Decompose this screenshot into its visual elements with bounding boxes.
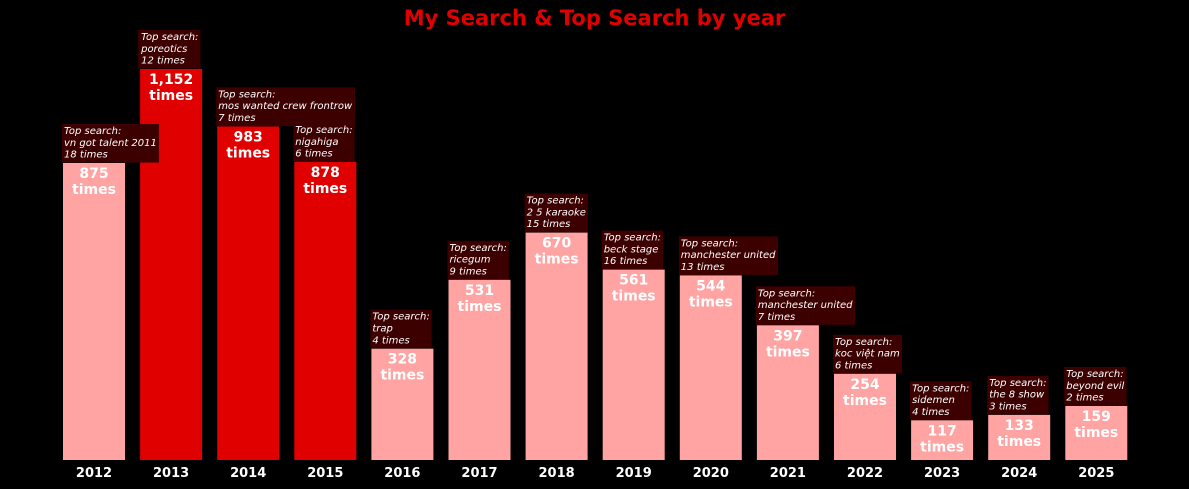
value-label-2021: 397 times [766,328,810,360]
annotation-2016: Top search: trap 4 times [370,309,432,349]
annotation-text-2023: Top search: sidemen 4 times [912,383,969,418]
x-tick-label-2013: 2013 [153,466,189,481]
x-tick-label-2016: 2016 [384,466,420,481]
bar-2015 [294,162,357,460]
annotation-box-2017 [447,240,509,280]
annotation-box-2021 [755,286,856,325]
bar-2022 [834,373,896,460]
annotation-2018: Top search: 2 5 karaoke 15 times [524,193,588,233]
annotation-2021: Top search: manchester united 7 times [755,286,856,325]
x-tick-label-2023: 2023 [924,466,960,481]
bar-2012 [63,163,125,460]
value-label-2024: 133 times [997,418,1041,450]
annotation-box-2016 [370,309,432,349]
x-tick-label-2021: 2021 [770,466,806,481]
x-tick-label-2025: 2025 [1078,466,1114,481]
bar-2017 [448,279,511,460]
bar-2016 [371,348,434,460]
x-tick-label-2020: 2020 [693,466,729,481]
x-tick-label-2024: 2024 [1001,466,1037,481]
annotation-2014: Top search: mos wanted crew frontrow 7 tim… [216,87,355,126]
value-label-2023: 117 times [920,423,964,455]
value-label-2022: 254 times [843,377,887,409]
annotation-2024: Top search: the 8 show 3 times [987,375,1049,415]
value-label-2014: 983 times [226,129,270,161]
annotation-2015: Top search: nigahiga 6 times [293,123,355,162]
annotation-text-2018: Top search: 2 5 karaoke 15 times [527,196,586,231]
annotation-box-2020 [678,236,779,275]
bar-2025 [1065,406,1128,460]
value-label-2017: 531 times [458,283,502,315]
annotation-2020: Top search: manchester united 13 times [678,236,779,275]
annotation-text-2012: Top search: vn got talent 2011 18 times [64,126,157,161]
x-tick-label-2019: 2019 [616,466,652,481]
annotation-text-2021: Top search: manchester united 7 times [758,288,853,323]
annotation-text-2016: Top search: trap 4 times [372,312,429,347]
bar-2020 [679,275,742,460]
annotation-text-2024: Top search: the 8 show 3 times [989,378,1046,413]
value-label-2020: 544 times [689,278,733,310]
annotation-2019: Top search: beck stage 16 times [601,230,663,270]
annotation-box-2022 [833,334,902,374]
annotation-box-2012 [62,124,159,163]
annotation-box-2013 [138,30,201,69]
annotation-2023: Top search: sidemen 4 times [910,381,972,420]
annotation-text-2015: Top search: nigahiga 6 times [295,125,352,160]
annotation-2025: Top search: beyond evil 2 times [1064,367,1127,406]
annotation-text-2025: Top search: beyond evil 2 times [1066,369,1124,404]
annotation-box-2024 [987,375,1049,415]
annotation-text-2013: Top search: poreotics 12 times [140,32,198,67]
value-label-2018: 670 times [535,236,579,268]
annotation-text-2022: Top search: koc việt nam 6 times [835,337,900,372]
value-label-2013: 1,152 times [149,72,193,104]
value-label-2019: 561 times [612,273,656,305]
x-tick-label-2014: 2014 [230,466,266,481]
annotation-box-2015 [293,123,355,162]
annotation-text-2014: Top search: mos wanted crew frontrow 7 tim… [218,89,353,124]
annotation-text-2020: Top search: manchester united 13 times [681,238,776,273]
bar-2019 [602,269,665,460]
bar-2021 [756,325,819,460]
annotation-text-2017: Top search: ricegum 9 times [450,243,507,278]
annotation-2017: Top search: ricegum 9 times [447,240,509,280]
annotation-box-2023 [910,381,972,420]
x-tick-label-2015: 2015 [307,466,343,481]
value-label-2015: 878 times [303,165,347,197]
bar-2018 [525,232,588,460]
chart-title: My Search & Top Search by year [403,6,786,30]
annotation-2022: Top search: koc việt nam 6 times [833,334,902,374]
annotation-box-2014 [216,87,355,126]
value-label-2025: 159 times [1074,409,1118,441]
annotation-layer: Top search: vn got talent 2011 18 times Top… [62,30,1127,420]
annotation-2012: Top search: vn got talent 2011 18 times [62,124,159,163]
annotation-text-2019: Top search: beck stage 16 times [604,233,661,268]
bar-2023 [911,420,974,460]
value-label-2016: 328 times [380,352,424,384]
value-label-2012: 875 times [72,166,116,198]
annotation-box-2025 [1064,367,1127,406]
bar-2024 [988,414,1051,460]
x-tick-label-2018: 2018 [539,466,575,481]
bar-2014 [217,126,280,461]
annotation-box-2019 [601,230,663,270]
x-tick-label-2017: 2017 [461,466,497,481]
annotation-box-2018 [524,193,588,233]
annotation-2013: Top search: poreotics 12 times [138,30,201,69]
x-tick-label-2012: 2012 [76,466,112,481]
x-tick-label-2022: 2022 [847,466,883,481]
